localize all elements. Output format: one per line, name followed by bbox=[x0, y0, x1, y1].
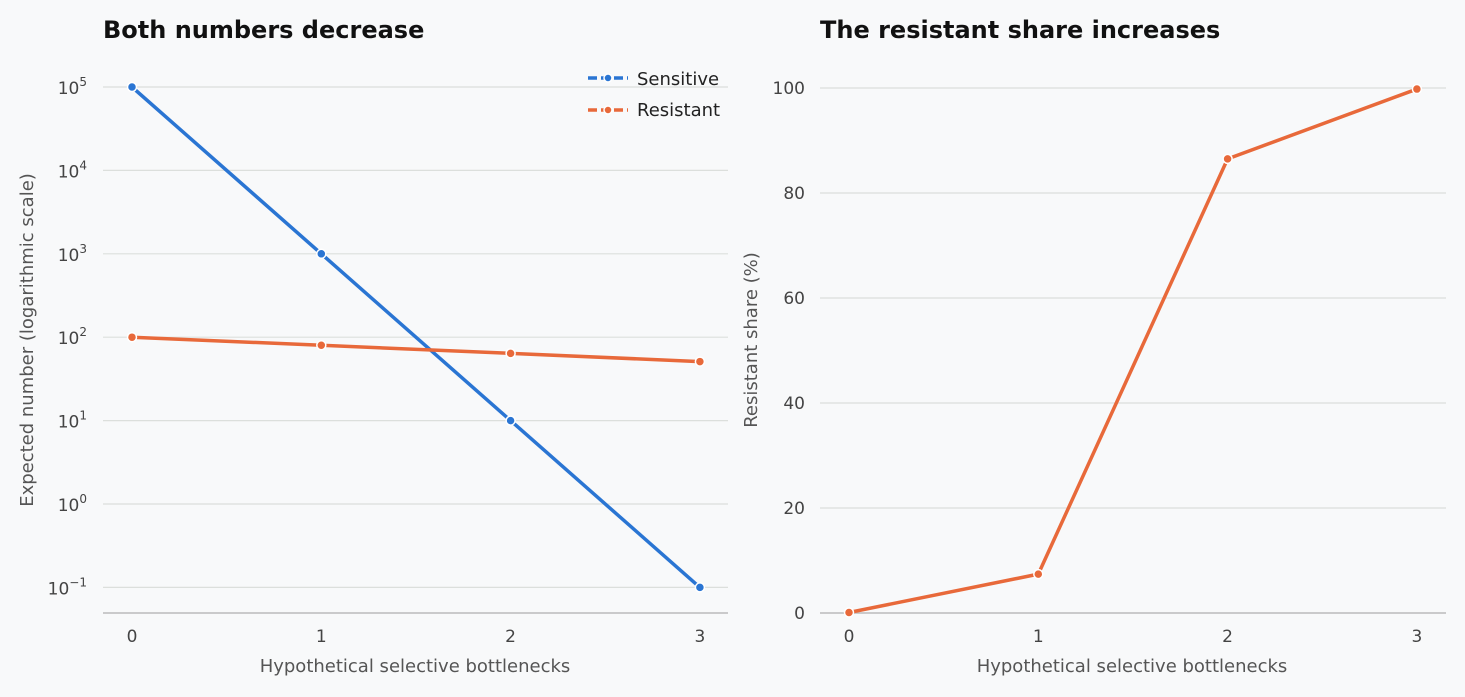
left-gridlines bbox=[103, 86, 728, 589]
left-series-group bbox=[126, 81, 706, 593]
left-y-tick-exponent: −1 bbox=[69, 575, 87, 589]
left-y-tick-label: 103 bbox=[58, 242, 87, 266]
right-x-tick-label: 3 bbox=[1411, 627, 1422, 647]
right-x-axis-label: Hypothetical selective bottlenecks bbox=[977, 656, 1288, 677]
right-y-tick-label: 20 bbox=[783, 499, 805, 519]
data-point-sensitive bbox=[694, 582, 706, 593]
left-y-tick-base: 10 bbox=[58, 79, 80, 99]
panel-right: The resistant share increases 0204060801… bbox=[741, 16, 1446, 677]
left-x-ticks: 0 1 2 3 bbox=[127, 627, 706, 647]
left-y-tick-base: 10 bbox=[58, 246, 80, 266]
series-line-resistant-share bbox=[848, 87, 1418, 615]
legend-marker-resistant bbox=[603, 105, 613, 115]
left-y-tick-label: 100 bbox=[58, 492, 87, 516]
legend-label-sensitive: Sensitive bbox=[637, 69, 719, 90]
series-line-resistant bbox=[131, 335, 700, 364]
right-chart-title: The resistant share increases bbox=[820, 16, 1220, 44]
legend-label-resistant: Resistant bbox=[637, 100, 720, 121]
data-point-resistant bbox=[694, 356, 706, 367]
data-point-sensitive bbox=[126, 81, 138, 93]
legend-marker-sensitive bbox=[603, 73, 613, 83]
left-y-tick-label: 10−1 bbox=[48, 575, 87, 599]
right-gridlines bbox=[820, 87, 1446, 509]
left-y-tick-exponent: 1 bbox=[79, 409, 87, 423]
right-series-group bbox=[843, 83, 1423, 618]
data-point-resistant-share bbox=[1033, 568, 1044, 580]
right-y-axis-label: Resistant share (%) bbox=[741, 252, 762, 428]
left-chart-title: Both numbers decrease bbox=[103, 16, 424, 44]
left-y-tick-exponent: 4 bbox=[79, 158, 87, 172]
left-y-tick-base: 10 bbox=[58, 162, 80, 182]
left-y-tick-label: 102 bbox=[58, 325, 87, 349]
left-y-tick-label: 105 bbox=[58, 75, 87, 99]
left-y-tick-base: 10 bbox=[58, 329, 80, 349]
right-x-tick-label: 2 bbox=[1222, 627, 1233, 647]
data-point-sensitive bbox=[316, 248, 327, 260]
left-y-tick-exponent: 0 bbox=[79, 492, 87, 506]
left-x-tick-label: 0 bbox=[127, 627, 138, 647]
right-y-ticks: 0 20 40 60 80 100 bbox=[773, 79, 805, 624]
left-y-tick-base: 10 bbox=[48, 579, 70, 599]
left-y-tick-label: 101 bbox=[58, 409, 87, 433]
data-point-resistant bbox=[505, 348, 516, 359]
right-x-tick-label: 1 bbox=[1033, 627, 1044, 647]
right-y-tick-label: 80 bbox=[783, 184, 805, 204]
data-point-sensitive bbox=[505, 415, 516, 426]
panel-left: Both numbers decrease 105104103102101100… bbox=[17, 16, 728, 677]
right-y-tick-label: 60 bbox=[783, 289, 805, 309]
left-y-tick-exponent: 3 bbox=[79, 242, 87, 256]
data-point-resistant-share bbox=[1411, 83, 1423, 95]
data-point-resistant bbox=[126, 331, 138, 343]
data-point-resistant-share bbox=[1222, 153, 1233, 165]
right-y-tick-label: 0 bbox=[794, 604, 805, 624]
left-y-tick-base: 10 bbox=[58, 496, 80, 516]
left-x-tick-label: 1 bbox=[316, 627, 327, 647]
left-y-tick-exponent: 2 bbox=[79, 325, 87, 339]
left-x-tick-label: 3 bbox=[694, 627, 705, 647]
left-y-axis-label: Expected number (logarithmic scale) bbox=[17, 173, 38, 507]
left-x-tick-label: 2 bbox=[505, 627, 516, 647]
series-line-sensitive bbox=[130, 85, 702, 589]
right-y-tick-label: 100 bbox=[773, 79, 805, 99]
data-point-resistant bbox=[316, 340, 327, 351]
left-x-axis-label: Hypothetical selective bottlenecks bbox=[260, 656, 571, 677]
left-y-tick-base: 10 bbox=[58, 413, 80, 433]
right-x-ticks: 0 1 2 3 bbox=[844, 627, 1423, 647]
right-x-tick-label: 0 bbox=[844, 627, 855, 647]
right-y-tick-label: 40 bbox=[783, 394, 805, 414]
left-y-tick-exponent: 5 bbox=[79, 75, 87, 89]
legend: Sensitive Resistant bbox=[588, 69, 720, 121]
left-y-tick-label: 104 bbox=[58, 158, 87, 182]
data-point-resistant-share bbox=[843, 607, 855, 618]
